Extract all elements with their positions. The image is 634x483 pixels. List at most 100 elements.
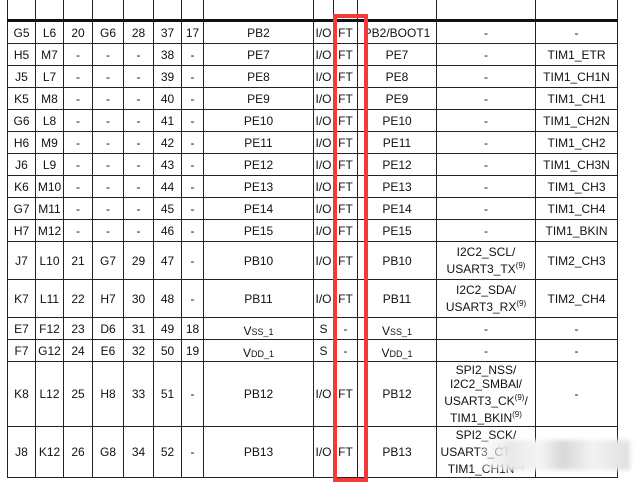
pin-name-cell: PE15 [203, 219, 314, 242]
type-cell: I/O [313, 361, 334, 427]
pin-wlcsp-cell: H8 [92, 361, 124, 427]
pin-lqfp48-cell: 33 [123, 361, 154, 427]
default-alternate-cell: SPI2_NSS/I2C2_SMBAl/USART3_CK(9)/TIM1_BK… [436, 361, 536, 427]
pin-lqfp64-cell: - [181, 175, 204, 198]
pin-name-cell: PB2 [203, 20, 314, 44]
pin-lqfp100-cell: 51 [153, 361, 182, 427]
ball-bga100-cell: K6 [7, 175, 36, 198]
main-function-cell: PE14 [357, 197, 437, 220]
default-alternate-cell: - [436, 109, 536, 132]
ball-bga144-cell: M11 [35, 197, 64, 220]
default-alternate-cell: - [436, 339, 536, 362]
main-function-cell: PE8 [357, 65, 437, 88]
remap-cell: TIM1_CH1 [535, 87, 618, 110]
ft-column-highlight [333, 14, 368, 482]
remap-cell: TIM2_CH3 [535, 241, 618, 280]
io-level-cell: FT [333, 219, 358, 242]
table-row: G5 L6 20 G6 28 37 17 PB2 I/O FT PB2/BOOT1- - [7, 20, 618, 44]
pin-lqfp64-cell: - [181, 109, 204, 132]
pin-lqfp48-cell: 28 [123, 20, 154, 44]
io-level-cell: FT [333, 279, 358, 318]
pin-wlcsp-cell: - [92, 109, 124, 132]
ball-bga100-cell: H6 [7, 131, 36, 154]
pin-lqfp64-cell: - [181, 43, 204, 66]
pin-lqfp48-cell: 29 [123, 241, 154, 280]
table-row: K6 M10- - -44- PE13 I/O FT PE13- TIM1_CH3 [7, 175, 618, 198]
table-row: K7 L11 22 H7 30 48- PB11 I/O FT PB11 I2C2_SDA/USAR… [7, 279, 618, 318]
table-row: H6 M9- - -42- PE11 I/O FT PE11- TIM1_CH2 [7, 131, 618, 154]
remap-cell: TIM1_CH3 [535, 175, 618, 198]
pin-lqfp64-cell: - [181, 197, 204, 220]
type-cell: I/O [313, 241, 334, 280]
pin-lqfp64-cell: - [181, 241, 204, 280]
pin-wlcsp-cell: - [92, 87, 124, 110]
ball-bga100-cell: J8 [7, 426, 36, 478]
pin-lqfp100-cell: 39 [153, 65, 182, 88]
type-cell: S [313, 317, 334, 340]
ball-bga144-cell: K12 [35, 426, 64, 478]
pin-name-cell: PB12 [203, 361, 314, 427]
pin-wlcsp-cell: - [92, 197, 124, 220]
pin-lqfp48-cell: 34 [123, 426, 154, 478]
default-alternate-cell: - [436, 317, 536, 340]
pin-name-cell: PE14 [203, 197, 314, 220]
type-cell: I/O [313, 175, 334, 198]
pin-lqfp100-cell: 37 [153, 20, 182, 44]
pin-lqfp64-cell: 17 [181, 20, 204, 44]
pin-name-cell: PB10 [203, 241, 314, 280]
pin-lqfp100-cell: 45 [153, 197, 182, 220]
type-cell: I/O [313, 279, 334, 318]
ball-bga144-cell: F12 [35, 317, 64, 340]
pin-lqfp100-cell: 52 [153, 426, 182, 478]
remap-cell: TIM1_CH1N [535, 65, 618, 88]
pin-vfqfpn-cell: 20 [63, 20, 93, 44]
pin-vfqfpn-cell: - [63, 197, 93, 220]
pin-lqfp48-cell: - [123, 219, 154, 242]
type-cell: S [313, 339, 334, 362]
pin-name-cell: PE12 [203, 153, 314, 176]
ball-bga100-cell: G7 [7, 197, 36, 220]
main-function-cell: PE10 [357, 109, 437, 132]
type-cell: I/O [313, 43, 334, 66]
ball-bga144-cell: M7 [35, 43, 64, 66]
remap-cell: TIM1_ETR [535, 43, 618, 66]
remap-cell: TIM1_CH3N [535, 153, 618, 176]
ball-bga100-cell: K8 [7, 361, 36, 427]
remap-cell: - [535, 361, 618, 427]
ball-bga100-cell: K5 [7, 87, 36, 110]
table-row: G6 L8- - -41- PE10 I/O FT PE10- TIM1_CH2N [7, 109, 618, 132]
pin-wlcsp-cell: - [92, 153, 124, 176]
pin-wlcsp-cell: G8 [92, 426, 124, 478]
pin-lqfp100-cell: 49 [153, 317, 182, 340]
io-level-cell: FT [333, 20, 358, 44]
main-function-cell: PE9 [357, 87, 437, 110]
pin-vfqfpn-cell: - [63, 109, 93, 132]
pin-lqfp100-cell: 42 [153, 131, 182, 154]
remap-cell: - [535, 317, 618, 340]
watermark-blur [480, 440, 630, 470]
default-alternate-cell: - [436, 197, 536, 220]
pin-lqfp48-cell: - [123, 65, 154, 88]
pin-wlcsp-cell: D6 [92, 317, 124, 340]
pin-lqfp64-cell: - [181, 87, 204, 110]
pin-wlcsp-cell: E6 [92, 339, 124, 362]
pin-vfqfpn-cell: - [63, 65, 93, 88]
pin-lqfp64-cell: 19 [181, 339, 204, 362]
pin-lqfp48-cell: - [123, 175, 154, 198]
pin-lqfp64-cell: - [181, 219, 204, 242]
table-row: G7 M11- - -45- PE14 I/O FT PE14- TIM1_CH4 [7, 197, 618, 220]
pin-lqfp100-cell: 43 [153, 153, 182, 176]
pin-lqfp100-cell: 38 [153, 43, 182, 66]
main-function-cell: PE7 [357, 43, 437, 66]
pin-vfqfpn-cell: 25 [63, 361, 93, 427]
table-row: J7 L10 21 G7 29 47- PB10 I/O FT PB10 I2C2_SCL/USAR… [7, 241, 618, 280]
ball-bga144-cell: L10 [35, 241, 64, 280]
ball-bga100-cell: J6 [7, 153, 36, 176]
default-alternate-cell: - [436, 20, 536, 44]
default-alternate-cell: - [436, 153, 536, 176]
main-function-cell: PB2/BOOT1 [357, 20, 437, 44]
pin-lqfp48-cell: - [123, 109, 154, 132]
type-cell: I/O [313, 426, 334, 478]
pin-lqfp48-cell: - [123, 87, 154, 110]
pin-vfqfpn-cell: 23 [63, 317, 93, 340]
